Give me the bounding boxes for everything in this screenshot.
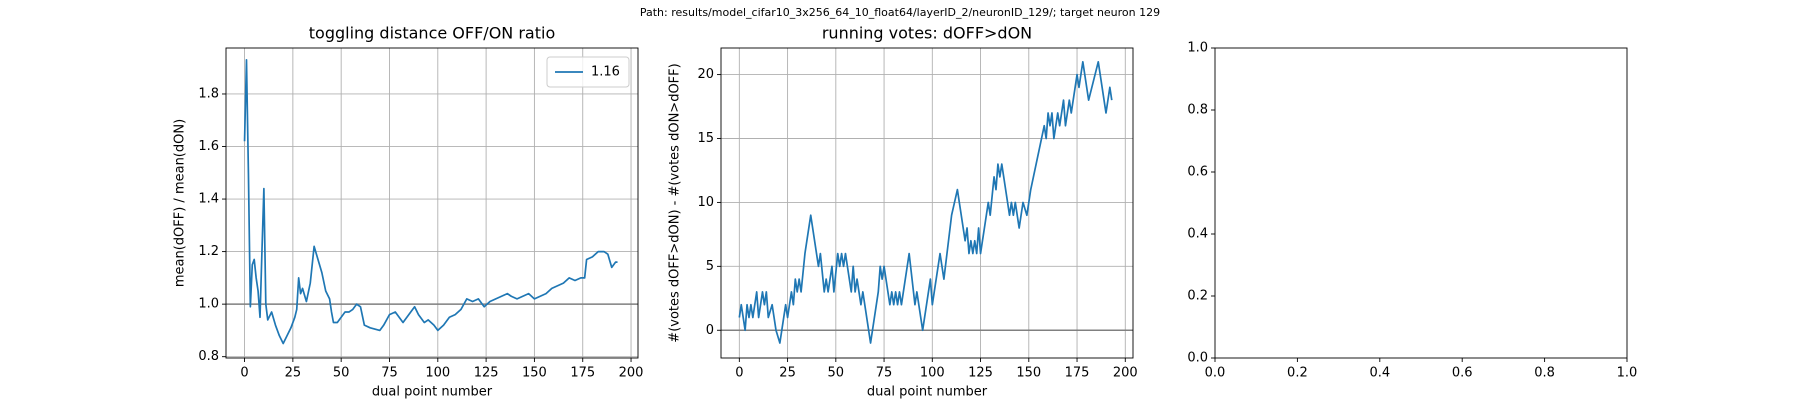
y-tick-label: 1.6 xyxy=(198,139,219,154)
y-tick-label: 0.6 xyxy=(1187,165,1208,180)
x-tick-label: 125 xyxy=(474,366,499,381)
x-tick-label: 25 xyxy=(779,366,796,381)
axes-frame xyxy=(720,47,1134,359)
y-tick-label: 1.4 xyxy=(198,192,219,207)
axes-title: running votes: dOFF>dON xyxy=(822,24,1032,43)
y-axis-label: mean(dOFF) / mean(dON) xyxy=(173,119,188,287)
x-tick-label: 0.2 xyxy=(1287,366,1308,381)
y-tick-label: 5 xyxy=(706,259,714,274)
y-tick-label: 0.2 xyxy=(1187,289,1208,304)
x-tick-label: 1.0 xyxy=(1617,366,1638,381)
x-axis-label: dual point number xyxy=(867,385,988,400)
figure-suptitle: Path: results/model_cifar10_3x256_64_10_… xyxy=(640,6,1160,19)
data-line xyxy=(243,58,618,345)
x-tick-label: 50 xyxy=(333,366,350,381)
y-tick-label: 10 xyxy=(697,195,714,210)
y-tick-label: 0.4 xyxy=(1187,227,1208,242)
x-tick-label: 200 xyxy=(619,366,644,381)
y-tick-label: 0 xyxy=(706,323,714,338)
x-tick-label: 150 xyxy=(1016,366,1041,381)
y-tick-label: 0.8 xyxy=(198,349,219,364)
x-tick-label: 150 xyxy=(522,366,547,381)
x-tick-label: 200 xyxy=(1113,366,1138,381)
x-tick-label: 125 xyxy=(968,366,993,381)
y-tick-label: 1.0 xyxy=(1187,41,1208,56)
x-tick-label: 0 xyxy=(240,366,248,381)
x-tick-label: 175 xyxy=(1065,366,1090,381)
x-tick-label: 100 xyxy=(425,366,450,381)
x-tick-label: 175 xyxy=(570,366,595,381)
x-tick-label: 100 xyxy=(920,366,945,381)
x-tick-label: 0 xyxy=(735,366,743,381)
axes-frame xyxy=(225,47,639,359)
y-tick-label: 1.2 xyxy=(198,244,219,259)
x-tick-label: 75 xyxy=(381,366,398,381)
y-tick-label: 1.0 xyxy=(198,297,219,312)
legend-label: 1.16 xyxy=(591,65,620,80)
x-tick-label: 75 xyxy=(876,366,893,381)
y-tick-label: 0.0 xyxy=(1187,351,1208,366)
axes-frame xyxy=(1214,47,1628,359)
y-tick-label: 0.8 xyxy=(1187,103,1208,118)
y-tick-label: 1.8 xyxy=(198,86,219,101)
y-tick-label: 15 xyxy=(697,131,714,146)
y-axis-label: #(votes dOFF>dON) - #(votes dON>dOFF) xyxy=(668,63,683,342)
x-tick-label: 50 xyxy=(828,366,845,381)
axes-title: toggling distance OFF/ON ratio xyxy=(309,24,555,43)
x-tick-label: 0.6 xyxy=(1452,366,1473,381)
legend-box xyxy=(546,56,630,88)
x-tick-label: 0.0 xyxy=(1205,366,1226,381)
data-line xyxy=(738,60,1113,344)
x-tick-label: 0.4 xyxy=(1369,366,1390,381)
x-axis-label: dual point number xyxy=(372,385,493,400)
x-tick-label: 25 xyxy=(285,366,302,381)
x-tick-label: 0.8 xyxy=(1534,366,1555,381)
y-tick-label: 20 xyxy=(697,67,714,82)
